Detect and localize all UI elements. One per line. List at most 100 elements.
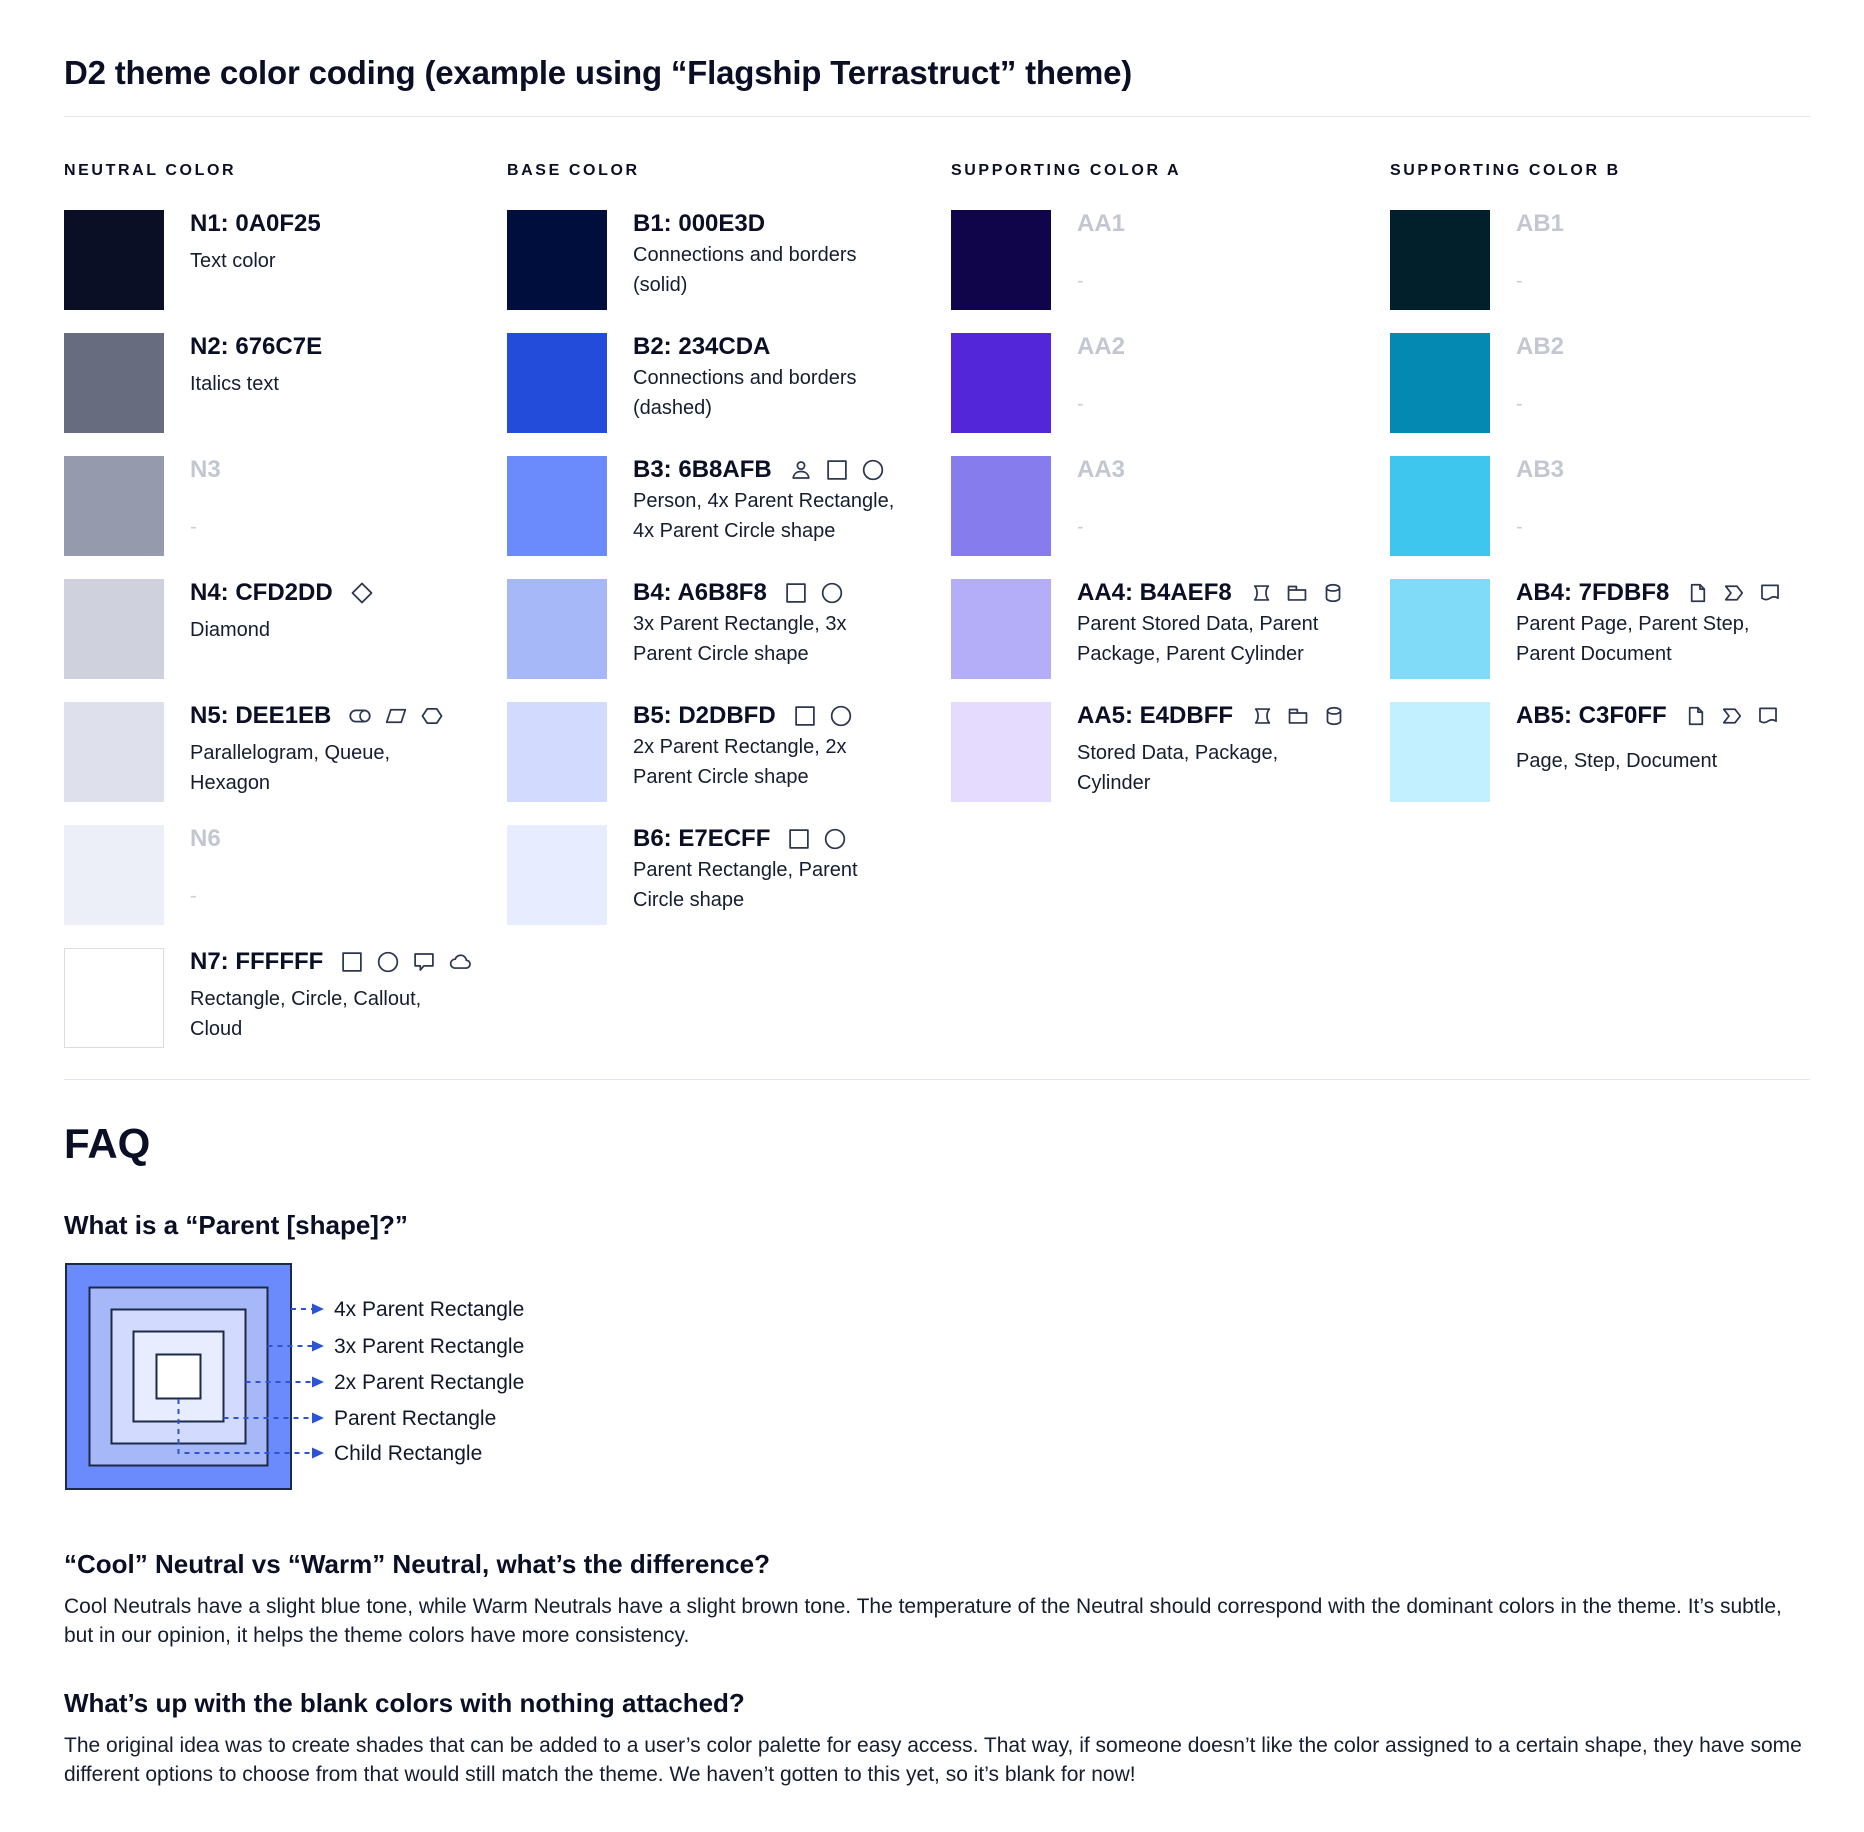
rectangle-icon	[794, 706, 815, 726]
swatch-desc: Person, 4x Parent Rectangle, 4x Parent C…	[633, 490, 895, 542]
swatch-desc: Page, Step, Document	[1516, 750, 1718, 772]
color-swatch-b1	[507, 210, 607, 310]
shape-icons	[1249, 703, 1347, 729]
color-swatch-b3	[507, 456, 607, 556]
swatch-code: N7: FFFFFF	[190, 948, 324, 975]
cylinder-icon	[1325, 583, 1341, 603]
shape-icons	[339, 949, 473, 975]
shape-icons	[786, 826, 848, 852]
swatch-desc: Rectangle, Circle, Callout, Cloud	[190, 988, 422, 1040]
swatch-desc: -	[1516, 270, 1523, 292]
shape-icons	[788, 457, 886, 483]
shape-icons	[783, 580, 845, 606]
swatch-meta: N1: 0A0F25 Text color	[190, 210, 456, 310]
rectangle-icon	[342, 952, 363, 972]
swatch-meta: AA2 -	[1077, 333, 1343, 433]
swatch-meta: AB5: C3F0FF Page, Step, Document	[1516, 702, 1782, 802]
arrow-icon	[312, 1447, 324, 1459]
queue-icon	[349, 709, 371, 723]
color-swatch-aa3	[951, 456, 1051, 556]
circle-icon	[821, 582, 843, 604]
color-swatch-n4	[64, 579, 164, 679]
swatch-row-ab5: AB5: C3F0FF Page, Step, Document	[1390, 702, 1810, 802]
swatch-meta: B5: D2DBFD 2x Parent Rectangle, 2x Paren…	[633, 702, 899, 802]
swatch-meta: AB3 -	[1516, 456, 1782, 556]
color-swatch-b6	[507, 825, 607, 925]
swatch-code: AA5: E4DBFF	[1077, 702, 1234, 729]
swatch-desc: Connections and borders (solid)	[633, 244, 857, 296]
color-swatch-n6	[64, 825, 164, 925]
shape-icons	[1685, 580, 1783, 606]
swatch-code: N2: 676C7E	[190, 333, 323, 360]
step-icon	[1722, 708, 1741, 724]
swatch-row-n5: N5: DEE1EB Parallelogram, Queue, Hexagon	[64, 702, 507, 802]
person-icon	[792, 461, 810, 479]
swatch-row-aa3: AA3 -	[951, 456, 1390, 556]
rectangle-icon	[826, 460, 847, 480]
swatch-meta: AB2 -	[1516, 333, 1782, 433]
shape-icons	[1248, 580, 1346, 606]
color-swatch-n7	[64, 948, 164, 1048]
swatch-row-n4: N4: CFD2DD Diamond	[64, 579, 507, 679]
page-icon	[1691, 583, 1706, 603]
column-supporting-a: SUPPORTING COLOR A AA1 - AA2 - AA3	[951, 162, 1390, 825]
swatch-code: N4: CFD2DD	[190, 579, 333, 606]
diagram-square-child	[155, 1353, 202, 1400]
faq-heading: FAQ	[64, 1120, 151, 1167]
column-header-supporting-b: SUPPORTING COLOR B	[1390, 162, 1621, 179]
swatch-row-b4: B4: A6B8F8 3x Parent Rectangle, 3x Paren…	[507, 579, 951, 679]
divider-top	[64, 116, 1810, 117]
color-swatch-b5	[507, 702, 607, 802]
swatch-meta: AA4: B4AEF8 Parent Stored Data, Parent P…	[1077, 579, 1343, 679]
swatch-meta: AA3 -	[1077, 456, 1343, 556]
color-swatch-ab5	[1390, 702, 1490, 802]
color-swatch-ab2	[1390, 333, 1490, 433]
color-swatch-aa4	[951, 579, 1051, 679]
column-neutral: NEUTRAL COLOR N1: 0A0F25 Text color N2: …	[64, 162, 507, 1071]
swatch-desc: -	[1516, 393, 1523, 415]
swatch-meta: AB4: 7FDBF8 Parent Page, Parent Step, Pa…	[1516, 579, 1782, 679]
swatch-meta: N3 -	[190, 456, 456, 556]
swatch-row-b3: B3: 6B8AFB Person, 4x Parent Rectangle, …	[507, 456, 951, 556]
swatch-desc: Connections and borders (dashed)	[633, 367, 857, 419]
stored-data-icon	[1253, 585, 1269, 601]
diamond-icon	[351, 582, 373, 604]
parent-shape-diagram: 4x Parent Rectangle 3x Parent Rectangle …	[65, 1263, 524, 1490]
swatch-code: AA2	[1077, 333, 1126, 360]
swatch-row-n6: N6 -	[64, 825, 507, 925]
swatch-row-n1: N1: 0A0F25 Text color	[64, 210, 507, 310]
swatch-row-aa5: AA5: E4DBFF Stored Data, Package, Cylind…	[951, 702, 1390, 802]
swatch-meta: N6 -	[190, 825, 456, 925]
column-base: BASE COLOR B1: 000E3D Connections and bo…	[507, 162, 951, 948]
swatch-meta: B3: 6B8AFB Person, 4x Parent Rectangle, …	[633, 456, 899, 556]
swatch-row-aa4: AA4: B4AEF8 Parent Stored Data, Parent P…	[951, 579, 1390, 679]
swatch-desc: -	[1077, 270, 1084, 292]
swatch-code: N1: 0A0F25	[190, 210, 321, 237]
color-swatch-b2	[507, 333, 607, 433]
swatch-code: AB2	[1516, 333, 1565, 360]
swatch-desc: Text color	[190, 250, 276, 272]
faq-answer-blank-colors: The original idea was to create shades t…	[64, 1734, 1802, 1786]
diagram-leader-child	[177, 1399, 312, 1454]
color-swatch-ab4	[1390, 579, 1490, 679]
faq-question-blank-colors: What’s up with the blank colors with not…	[64, 1688, 745, 1718]
column-header-neutral: NEUTRAL COLOR	[64, 162, 237, 179]
package-icon	[1287, 585, 1307, 601]
cylinder-icon	[1326, 706, 1342, 726]
swatch-meta: AA1 -	[1077, 210, 1343, 310]
swatch-code: AA3	[1077, 456, 1126, 483]
diagram-label-4x: 4x Parent Rectangle	[334, 1298, 524, 1321]
swatch-row-b1: B1: 000E3D Connections and borders (soli…	[507, 210, 951, 310]
color-swatch-n3	[64, 456, 164, 556]
swatch-desc: Stored Data, Package, Cylinder	[1077, 742, 1279, 794]
arrow-icon	[312, 1412, 324, 1424]
color-swatch-aa1	[951, 210, 1051, 310]
swatch-meta: N7: FFFFFF Rectangle, Circle, Callout, C…	[190, 948, 472, 1048]
swatch-desc: -	[1516, 516, 1523, 538]
swatch-code: B3: 6B8AFB	[633, 456, 772, 483]
palette-grid: NEUTRAL COLOR N1: 0A0F25 Text color N2: …	[64, 162, 1810, 1071]
swatch-row-n7: N7: FFFFFF Rectangle, Circle, Callout, C…	[64, 948, 507, 1048]
color-swatch-n2	[64, 333, 164, 433]
parallelogram-icon	[386, 708, 407, 724]
